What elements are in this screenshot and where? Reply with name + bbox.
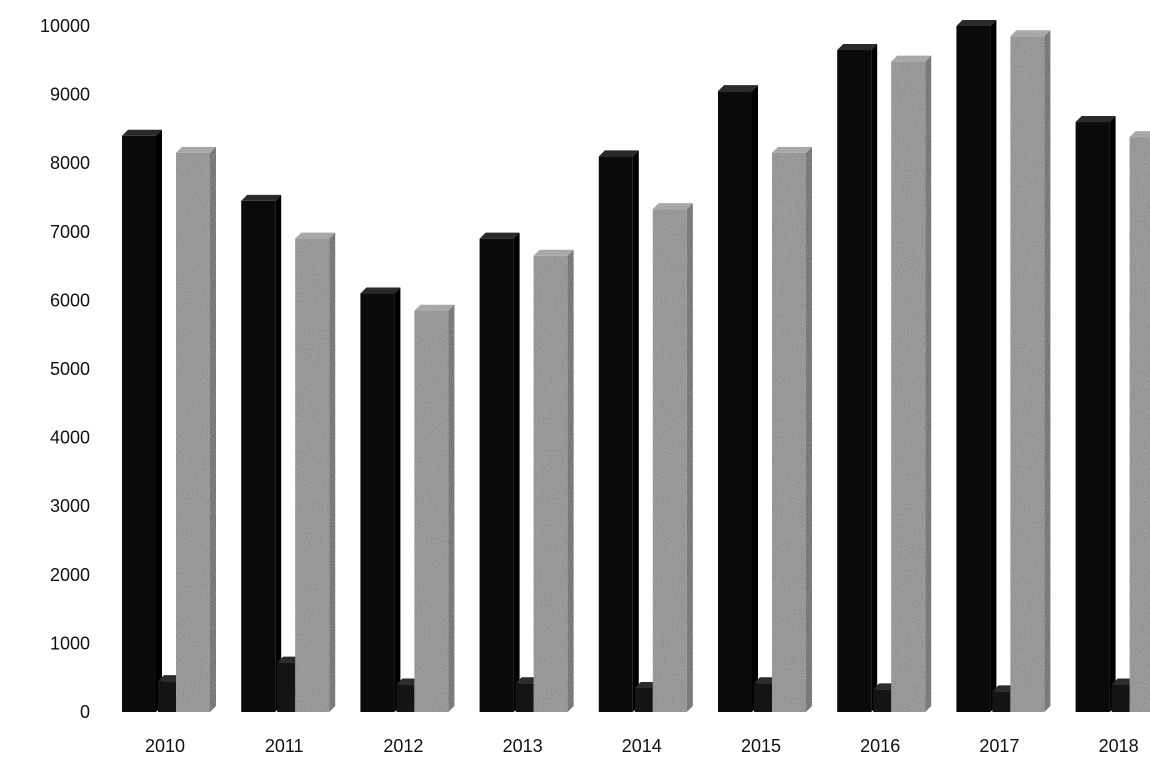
bar-2011-s1 [241, 194, 282, 712]
bar-2013-s1 [479, 232, 520, 712]
y-tick-label: 9000 [50, 85, 90, 105]
bar-2011-s3 [295, 232, 336, 712]
x-tick-label: 2010 [145, 736, 185, 756]
bar-2015-s1 [718, 85, 758, 713]
x-tick-label: 2011 [265, 736, 304, 756]
bar-2014-s3 [652, 203, 693, 713]
x-tick-label: 2013 [503, 736, 543, 756]
x-tick-label: 2012 [383, 736, 423, 756]
bar-2016-s3 [891, 55, 932, 713]
y-tick-label: 0 [80, 702, 90, 722]
y-tick-label: 4000 [50, 428, 90, 448]
bar-2015-s3 [772, 146, 812, 712]
x-axis: 2010 2011 2012 2013 2014 2015 2016 2017 2018 [145, 736, 1139, 756]
bar-2016-s1 [837, 44, 878, 712]
y-tick-label: 1000 [50, 633, 90, 653]
bars [122, 20, 1150, 713]
bar-2017-s1 [956, 20, 997, 712]
bar-2010-s1 [122, 129, 162, 712]
y-tick-label: 8000 [50, 153, 90, 173]
bar-2017-s3 [1010, 30, 1051, 713]
y-tick-label: 7000 [50, 222, 90, 242]
bar-2012-s1 [360, 287, 401, 712]
bar-2012-s3 [414, 304, 455, 712]
x-tick-label: 2018 [1099, 736, 1139, 756]
bar-2018-s3 [1129, 131, 1150, 712]
x-tick-label: 2015 [741, 736, 781, 756]
x-tick-label: 2016 [860, 736, 900, 756]
y-tick-label: 5000 [50, 359, 90, 379]
y-tick-label: 2000 [50, 565, 90, 585]
y-tick-label: 6000 [50, 290, 90, 310]
x-tick-label: 2014 [622, 736, 662, 756]
y-axis: 0 1000 2000 3000 4000 5000 6000 7000 8000 9000 100… [40, 16, 90, 722]
y-tick-label: 3000 [50, 496, 90, 516]
bar-2014-s1 [598, 150, 639, 713]
x-tick-label: 2017 [979, 736, 1019, 756]
y-tick-label: 10000 [40, 16, 90, 36]
bar-2010-s3 [176, 146, 216, 712]
bar-2018-s1 [1075, 116, 1116, 713]
bar-2013-s3 [533, 249, 574, 712]
